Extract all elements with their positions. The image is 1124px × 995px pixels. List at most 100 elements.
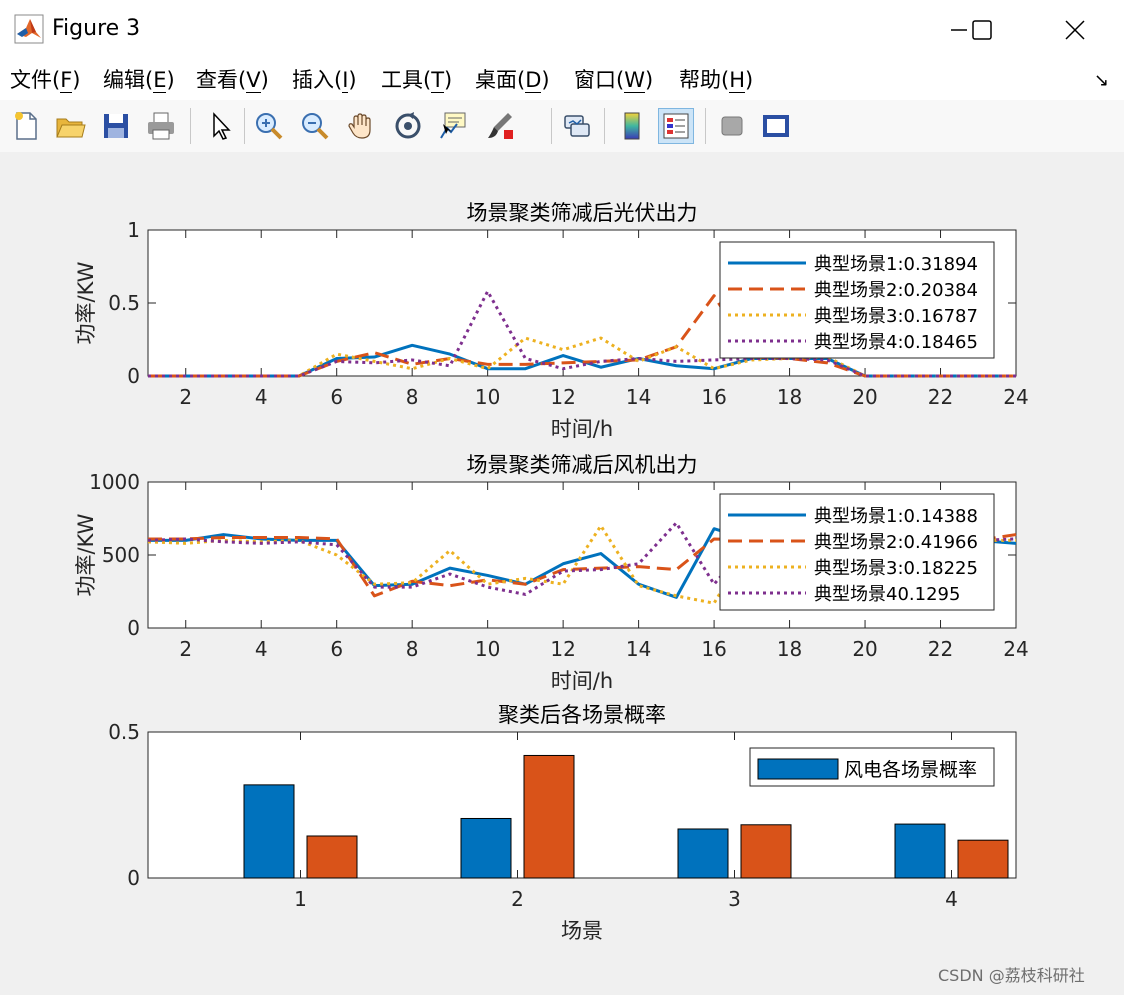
bar-s2-c1: [306, 835, 358, 879]
x-tick-label: 4: [945, 887, 958, 911]
y-tick-label: 500: [102, 543, 140, 567]
x-tick-label: 12: [550, 637, 575, 661]
bar-s1-c2: [460, 817, 512, 879]
pan-hand-icon[interactable]: [343, 108, 379, 144]
menu-item-e[interactable]: 编辑(E): [103, 68, 175, 93]
menu-item-d[interactable]: 桌面(D): [475, 68, 550, 93]
bar-s2-c3: [740, 824, 792, 879]
x-axis-label: 时间/h: [551, 669, 613, 693]
series-line-3: [148, 336, 1016, 378]
legend-box: [719, 493, 995, 611]
x-axis-label: 时间/h: [551, 417, 613, 441]
y-tick-label: 0: [127, 866, 140, 890]
save-icon[interactable]: [98, 108, 134, 144]
bar-s1-c1: [243, 784, 295, 879]
title-bar: Figure 3: [0, 0, 1124, 60]
link-plot-icon[interactable]: [559, 108, 595, 144]
hide-plot-tools-icon[interactable]: [714, 108, 750, 144]
menu-item-f[interactable]: 文件(F): [10, 68, 81, 93]
x-tick-label: 20: [852, 385, 877, 409]
legend: 风电各场景概率: [749, 747, 995, 787]
legend-entry: 典型场景4:0.18465: [814, 332, 978, 353]
x-tick-label: 20: [852, 637, 877, 661]
toolbar-separator: [604, 108, 605, 144]
y-tick-label: 0: [127, 364, 140, 388]
window-title: Figure 3: [52, 16, 141, 41]
maximize-icon: [972, 20, 992, 40]
x-tick-label: 14: [626, 385, 651, 409]
zoom-in-icon[interactable]: [251, 108, 287, 144]
pointer-icon[interactable]: [202, 108, 238, 144]
legend-entry: 典型场景1:0.14388: [814, 506, 978, 527]
legend-box: [719, 241, 995, 359]
minimize-button[interactable]: [935, 10, 983, 50]
bar-s2-c2: [523, 754, 575, 879]
y-tick-label: 0: [127, 616, 140, 640]
new-file-icon[interactable]: [8, 108, 44, 144]
menu-item-i[interactable]: 插入(I): [292, 68, 357, 93]
x-tick-label: 12: [550, 385, 575, 409]
x-tick-label: 4: [255, 637, 268, 661]
x-tick-label: 2: [179, 637, 192, 661]
minimize-icon: [951, 29, 967, 31]
bar-s1-c3: [677, 828, 729, 879]
show-plot-tools-icon[interactable]: [758, 108, 794, 144]
toolbar-separator: [705, 108, 706, 144]
x-tick-label: 16: [701, 637, 726, 661]
series-line-2: [148, 533, 1017, 598]
legend-entry: 典型场景1:0.31894: [814, 254, 978, 275]
figure-canvas: 场景聚类筛减后光伏出力 时间/h 功率/KW 0 0.5 1 2 4 6 8 10 12 14 16 18 2…: [0, 152, 1124, 995]
menu-item-w[interactable]: 窗口(W): [574, 68, 654, 93]
rotate-3d-icon[interactable]: [390, 108, 426, 144]
toolbar-separator: [551, 108, 552, 144]
x-tick-label: 22: [928, 385, 953, 409]
figure-toolbar: ▼: [0, 100, 1124, 231]
x-tick-label: 8: [406, 637, 419, 661]
close-icon: [1065, 20, 1085, 40]
legend-swatch: [757, 758, 839, 780]
menu-item-h[interactable]: 帮助(H): [679, 68, 754, 93]
x-tick-label: 6: [330, 385, 343, 409]
legend: 典型场景1:0.14388 典型场景2:0.41966 典型场景3:0.18225 典…: [719, 493, 995, 611]
x-tick-label: 1: [294, 887, 307, 911]
x-tick-label: 4: [255, 385, 268, 409]
brush-icon[interactable]: [482, 108, 518, 144]
x-tick-label: 18: [777, 637, 802, 661]
legend-entry: 风电各场景概率: [844, 759, 977, 781]
x-tick-label: 24: [1003, 385, 1028, 409]
chart-title: 聚类后各场景概率: [498, 703, 666, 727]
menu-item-t[interactable]: 工具(T): [381, 68, 453, 93]
legend-entry: 典型场景2:0.41966: [814, 532, 978, 553]
open-folder-icon[interactable]: [52, 108, 88, 144]
bar-s2-c4: [957, 839, 1009, 879]
matlab-logo-icon: [14, 14, 44, 44]
x-tick-label: 2: [511, 887, 524, 911]
x-tick-label: 22: [928, 637, 953, 661]
zoom-out-icon[interactable]: [297, 108, 333, 144]
x-tick-label: 14: [626, 637, 651, 661]
legend: 典型场景1:0.31894 典型场景2:0.20384 典型场景3:0.16787 典…: [719, 241, 995, 359]
menu-item-v[interactable]: 查看(V): [196, 68, 269, 93]
colorbar-icon[interactable]: [614, 108, 650, 144]
maximize-button[interactable]: [958, 10, 1006, 50]
legend-entry: 典型场景2:0.20384: [814, 280, 978, 301]
close-button[interactable]: [1051, 10, 1099, 50]
chart-title: 场景聚类筛减后光伏出力: [467, 201, 698, 225]
x-tick-label: 16: [701, 385, 726, 409]
menu-bar: 文件(F) 编辑(E) 查看(V) 插入(I) 工具(T) 桌面(D) 窗口(W) 帮助(H): [0, 60, 1124, 100]
data-cursor-icon[interactable]: [435, 108, 471, 144]
series-line-1: [148, 343, 1016, 378]
y-tick-label: 1000: [89, 470, 140, 494]
x-tick-label: 10: [475, 385, 500, 409]
dock-arrow-icon[interactable]: ↘: [1094, 70, 1110, 91]
x-tick-label: 18: [777, 385, 802, 409]
y-tick-label: 0.5: [108, 291, 140, 315]
x-tick-label: 8: [406, 385, 419, 409]
x-tick-label: 10: [475, 637, 500, 661]
print-icon[interactable]: [143, 108, 179, 144]
chart-title: 场景聚类筛减后风机出力: [467, 453, 698, 477]
toolbar-separator: [244, 108, 245, 144]
y-tick-label: 1: [127, 218, 140, 242]
legend-icon[interactable]: [658, 108, 694, 144]
